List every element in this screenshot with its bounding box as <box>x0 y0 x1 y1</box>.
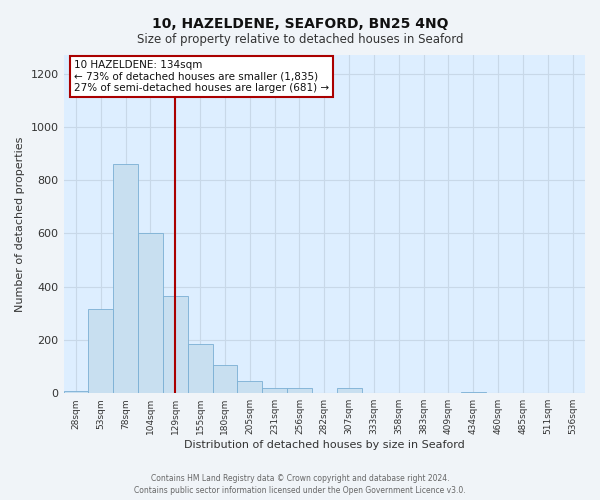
Bar <box>138 234 163 393</box>
Bar <box>287 388 312 393</box>
Bar <box>113 164 138 393</box>
Text: 10, HAZELDENE, SEAFORD, BN25 4NQ: 10, HAZELDENE, SEAFORD, BN25 4NQ <box>152 18 448 32</box>
Text: Size of property relative to detached houses in Seaford: Size of property relative to detached ho… <box>137 32 463 46</box>
X-axis label: Distribution of detached houses by size in Seaford: Distribution of detached houses by size … <box>184 440 464 450</box>
Title: 10, HAZELDENE, SEAFORD, BN25 4NQ
Size of property relative to detached houses in: 10, HAZELDENE, SEAFORD, BN25 4NQ Size of… <box>0 499 1 500</box>
Text: Contains HM Land Registry data © Crown copyright and database right 2024.
Contai: Contains HM Land Registry data © Crown c… <box>134 474 466 495</box>
Text: 10 HAZELDENE: 134sqm
← 73% of detached houses are smaller (1,835)
27% of semi-de: 10 HAZELDENE: 134sqm ← 73% of detached h… <box>74 60 329 94</box>
Bar <box>188 344 212 393</box>
Bar <box>212 365 238 393</box>
Bar <box>163 296 188 393</box>
Bar <box>88 310 113 393</box>
Bar <box>337 388 362 393</box>
Bar <box>238 380 262 393</box>
Bar <box>64 390 88 393</box>
Bar <box>262 388 287 393</box>
Bar <box>461 392 485 393</box>
Y-axis label: Number of detached properties: Number of detached properties <box>15 136 25 312</box>
